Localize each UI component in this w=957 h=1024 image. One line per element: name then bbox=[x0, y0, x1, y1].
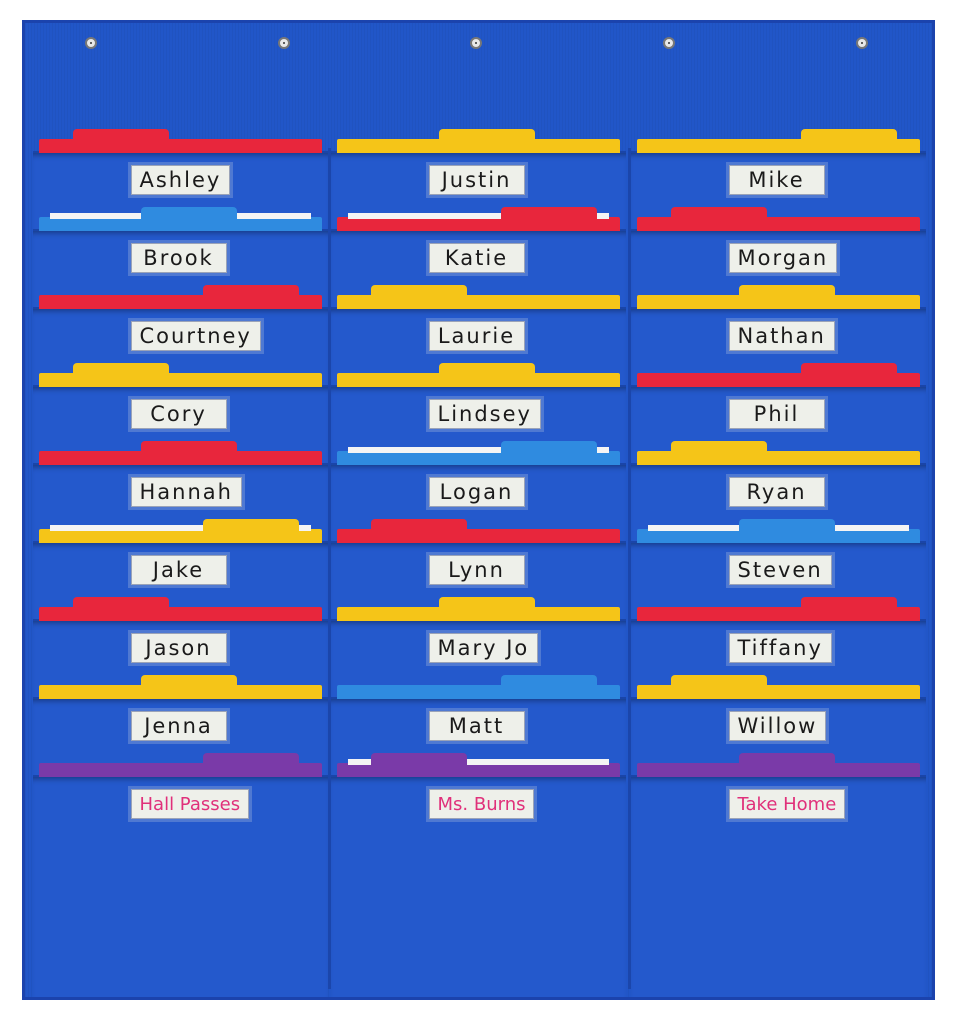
name-card: Nathan bbox=[728, 321, 835, 351]
file-folder-yellow[interactable] bbox=[337, 129, 620, 153]
folder-tab bbox=[438, 597, 536, 609]
grommet bbox=[85, 37, 97, 49]
paper-sheet bbox=[348, 213, 609, 219]
file-folder-red[interactable] bbox=[39, 441, 322, 465]
name-card: Laurie bbox=[428, 321, 525, 351]
file-folder-yellow[interactable] bbox=[39, 519, 322, 543]
file-folder-purple[interactable] bbox=[337, 753, 620, 777]
paper-sheet bbox=[348, 447, 609, 453]
folder-tab bbox=[438, 129, 536, 141]
name-card: Lynn bbox=[428, 555, 525, 585]
name-card: Courtney bbox=[130, 321, 261, 351]
file-folder-yellow[interactable] bbox=[39, 675, 322, 699]
file-folder-yellow[interactable] bbox=[337, 285, 620, 309]
file-folder-red[interactable] bbox=[39, 285, 322, 309]
file-folder-yellow[interactable] bbox=[337, 597, 620, 621]
paper-sheet bbox=[50, 525, 311, 531]
folder-tab bbox=[203, 519, 300, 531]
folder-tab bbox=[140, 207, 238, 219]
file-folder-red[interactable] bbox=[637, 597, 920, 621]
folder-tab bbox=[370, 519, 468, 531]
file-folder-blue[interactable] bbox=[337, 675, 620, 699]
name-card: Ms. Burns bbox=[428, 789, 535, 819]
column-seam bbox=[628, 148, 631, 989]
name-card: Hannah bbox=[130, 477, 242, 507]
file-folder-yellow[interactable] bbox=[637, 441, 920, 465]
folder-tab bbox=[370, 285, 468, 297]
folder-tab bbox=[801, 597, 898, 609]
name-card: Jake bbox=[130, 555, 227, 585]
file-folder-red[interactable] bbox=[637, 363, 920, 387]
file-folder-red[interactable] bbox=[337, 207, 620, 231]
name-card: Mary Jo bbox=[428, 633, 539, 663]
file-folder-blue[interactable] bbox=[637, 519, 920, 543]
folder-tab bbox=[72, 363, 170, 375]
name-card: Steven bbox=[728, 555, 832, 585]
folder-tab bbox=[670, 441, 768, 453]
name-card: Tiffany bbox=[728, 633, 832, 663]
folder-tab bbox=[501, 441, 598, 453]
name-card: Jason bbox=[130, 633, 227, 663]
file-folder-yellow[interactable] bbox=[337, 363, 620, 387]
name-card: Ashley bbox=[130, 165, 231, 195]
name-card: Take Home bbox=[728, 789, 846, 819]
name-card: Lindsey bbox=[428, 399, 541, 429]
file-folder-red[interactable] bbox=[337, 519, 620, 543]
file-folder-blue[interactable] bbox=[39, 207, 322, 231]
name-card: Justin bbox=[428, 165, 525, 195]
name-card: Jenna bbox=[130, 711, 227, 741]
folder-tab bbox=[72, 597, 170, 609]
name-card: Ryan bbox=[728, 477, 825, 507]
folder-tab bbox=[670, 675, 768, 687]
file-folder-yellow[interactable] bbox=[637, 285, 920, 309]
name-card: Hall Passes bbox=[130, 789, 250, 819]
file-folder-blue[interactable] bbox=[337, 441, 620, 465]
folder-tab bbox=[501, 675, 598, 687]
name-card: Phil bbox=[728, 399, 825, 429]
name-card: Morgan bbox=[728, 243, 838, 273]
file-folder-yellow[interactable] bbox=[637, 675, 920, 699]
name-card: Mike bbox=[728, 165, 825, 195]
file-folder-red[interactable] bbox=[39, 129, 322, 153]
name-card: Matt bbox=[428, 711, 525, 741]
name-card: Willow bbox=[728, 711, 827, 741]
paper-sheet bbox=[348, 759, 609, 765]
folder-tab bbox=[203, 753, 300, 765]
file-folder-yellow[interactable] bbox=[39, 363, 322, 387]
file-folder-purple[interactable] bbox=[39, 753, 322, 777]
name-card: Katie bbox=[428, 243, 525, 273]
folder-tab bbox=[203, 285, 300, 297]
folder-tab bbox=[670, 207, 768, 219]
folder-tab bbox=[801, 129, 898, 141]
grommet bbox=[663, 37, 675, 49]
file-folder-yellow[interactable] bbox=[637, 129, 920, 153]
folder-tab bbox=[140, 675, 238, 687]
grommet bbox=[278, 37, 290, 49]
name-card: Brook bbox=[130, 243, 227, 273]
column-seam bbox=[328, 148, 331, 989]
grommet bbox=[856, 37, 868, 49]
grommet bbox=[470, 37, 482, 49]
folder-tab bbox=[72, 129, 170, 141]
folder-tab bbox=[438, 363, 536, 375]
file-folder-red[interactable] bbox=[39, 597, 322, 621]
folder-tab bbox=[370, 753, 468, 765]
folder-tab bbox=[140, 441, 238, 453]
folder-tab bbox=[738, 519, 836, 531]
folder-tab bbox=[738, 285, 836, 297]
name-card: Logan bbox=[428, 477, 525, 507]
file-folder-red[interactable] bbox=[637, 207, 920, 231]
file-folder-purple[interactable] bbox=[637, 753, 920, 777]
folder-tab bbox=[801, 363, 898, 375]
folder-tab bbox=[501, 207, 598, 219]
pocket-chart: Ashley Brook Courtney Cory Hannah Jake Jason Je… bbox=[22, 20, 935, 1000]
folder-tab bbox=[738, 753, 836, 765]
name-card: Cory bbox=[130, 399, 227, 429]
